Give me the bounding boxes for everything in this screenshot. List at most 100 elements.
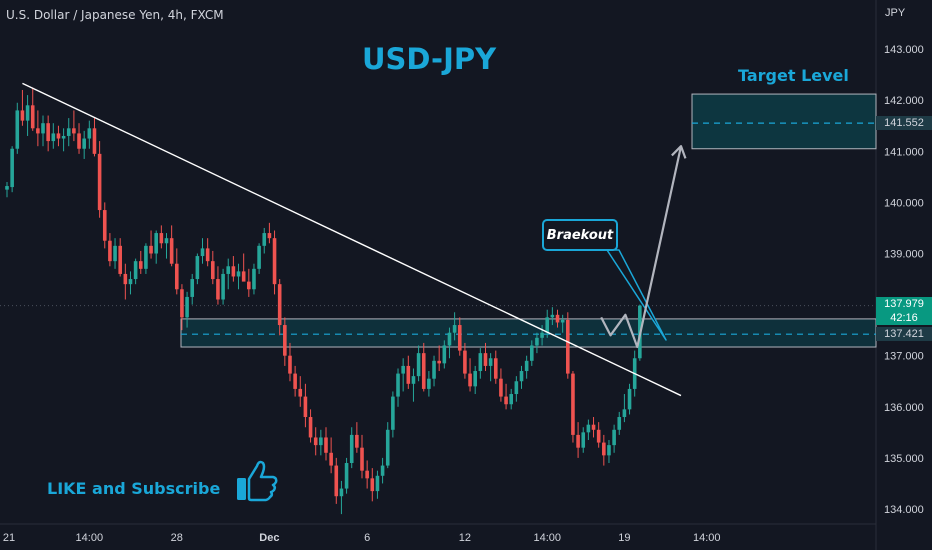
candle-body	[25, 105, 30, 121]
candle-body	[123, 273, 128, 285]
candle-body	[365, 470, 369, 479]
candle-body	[154, 233, 159, 254]
candle-body	[61, 135, 66, 139]
candle-body	[334, 465, 339, 497]
candle-body	[174, 263, 179, 290]
candle-body	[463, 350, 467, 374]
x-tick-label: Dec	[259, 532, 279, 544]
candle-body	[468, 373, 472, 387]
candle-body	[355, 434, 359, 448]
candle-body	[92, 128, 97, 154]
candle-body	[36, 128, 40, 134]
candle-body	[375, 475, 380, 492]
candle-body	[581, 432, 586, 448]
candle-body	[185, 296, 189, 318]
trendline	[22, 82, 682, 397]
x-tick-label: 14:00	[533, 532, 561, 544]
candle-body	[545, 317, 550, 333]
candle-body	[406, 365, 411, 384]
support-price-tag: 137.421	[876, 327, 932, 341]
projection-arrowhead	[671, 145, 687, 159]
y-tick-label: 140.000	[884, 197, 924, 209]
candle-body	[72, 128, 76, 134]
candle-body	[427, 378, 431, 389]
candle-body	[488, 358, 493, 366]
candle-body	[344, 463, 349, 489]
candle-body	[493, 358, 498, 379]
zones-layer	[0, 93, 877, 348]
y-axis-unit: JPY	[885, 7, 906, 19]
candle-body	[339, 488, 344, 497]
candle-body	[41, 123, 45, 134]
candle-body	[283, 325, 287, 356]
candles-layer	[5, 87, 642, 515]
candle-body	[380, 465, 385, 476]
candle-body	[313, 437, 318, 446]
breakout-callout: Braekout	[542, 219, 618, 251]
candle-body	[550, 314, 555, 318]
candle-body	[298, 388, 303, 397]
candle-body	[432, 360, 436, 379]
candle-body	[200, 248, 205, 257]
candle-body	[128, 279, 133, 285]
candle-body	[391, 396, 395, 430]
y-tick-label: 141.000	[884, 146, 924, 158]
candle-body	[385, 429, 390, 466]
candle-body	[447, 332, 452, 346]
candle-body	[421, 353, 426, 389]
candle-body	[221, 273, 225, 300]
candle-body	[324, 437, 328, 453]
candle-body	[504, 396, 508, 405]
candle-body	[612, 429, 616, 446]
candle-body	[596, 429, 601, 443]
projection-path	[600, 145, 683, 349]
candle-body	[241, 271, 246, 282]
candle-body	[226, 266, 231, 274]
candle-body	[262, 233, 267, 246]
candle-body	[555, 314, 560, 323]
y-tick-label: 143.000	[884, 44, 924, 56]
candle-body	[360, 447, 364, 471]
candle-body	[437, 360, 441, 364]
candle-body	[622, 409, 627, 418]
candle-body	[329, 452, 333, 466]
candle-body	[535, 337, 539, 346]
y-tick-label: 137.000	[884, 351, 924, 363]
candle-body	[164, 238, 169, 244]
target-level-label: Target Level	[738, 66, 849, 85]
candle-body	[524, 360, 529, 372]
candle-body	[529, 345, 534, 361]
candle-body	[483, 353, 488, 366]
candle-body	[396, 373, 400, 397]
candle-body	[272, 238, 277, 285]
candle-body	[252, 268, 256, 290]
like-subscribe-text: LIKE and Subscribe	[47, 479, 221, 498]
x-tick-label: 14:00	[693, 532, 721, 544]
y-tick-label: 136.000	[884, 402, 924, 414]
candle-body	[571, 373, 575, 435]
candle-body	[457, 325, 462, 351]
candle-body	[416, 353, 421, 377]
candle-body	[108, 240, 112, 262]
candle-body	[236, 271, 241, 277]
candle-body	[473, 371, 477, 387]
y-axis: 134.000135.000136.000137.000138.000139.0…	[884, 44, 924, 516]
candle-body	[586, 424, 591, 433]
candle-body	[138, 261, 143, 269]
candle-body	[102, 210, 107, 241]
candle-body	[87, 128, 92, 139]
candle-body	[133, 261, 138, 280]
candle-body	[319, 437, 323, 446]
x-tick-label: 19	[618, 532, 630, 544]
candle-body	[257, 245, 261, 269]
symbol-header[interactable]: U.S. Dollar / Japanese Yen, 4h, FXCM	[6, 8, 224, 22]
x-axis: 21 14:00 28 Dec 6 12 14:00 19 14:00	[3, 532, 721, 544]
thumbs-up-icon	[237, 460, 278, 502]
current-price-tag: 137.979	[876, 297, 932, 311]
candle-body	[20, 110, 25, 121]
candle-body	[288, 355, 292, 374]
candle-body	[56, 133, 61, 139]
candle-body	[113, 245, 117, 262]
candle-body	[478, 353, 483, 372]
